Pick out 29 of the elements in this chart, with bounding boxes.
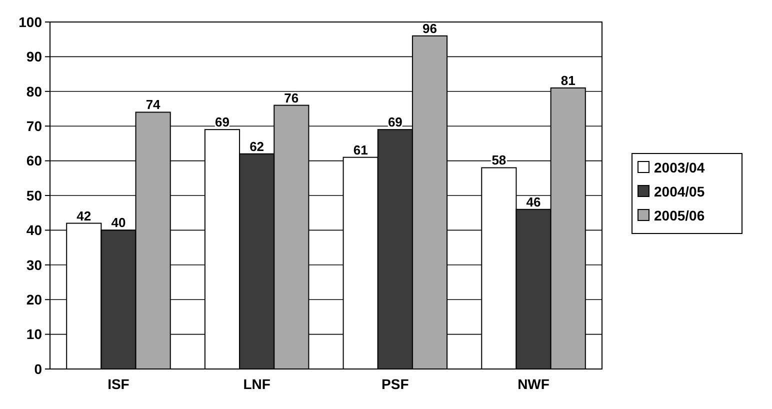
y-tick-label: 0 [34, 360, 42, 377]
y-tick-label: 70 [26, 118, 42, 134]
data-label: 69 [215, 114, 230, 130]
data-label: 46 [526, 194, 541, 210]
data-label: 96 [422, 20, 437, 36]
y-tick-label: 100 [18, 14, 42, 30]
data-label: 81 [560, 72, 576, 88]
y-tick-label: 90 [26, 48, 42, 65]
legend-label: 2003/04 [654, 159, 705, 176]
y-tick-label: 20 [26, 292, 42, 308]
data-label: 40 [111, 215, 126, 230]
data-label: 62 [250, 138, 264, 154]
x-tick-label: NWF [518, 376, 550, 392]
y-tick-label: 60 [26, 152, 42, 169]
legend-label: 2005/06 [654, 207, 705, 224]
data-label: 74 [146, 97, 162, 112]
y-tick-label: 30 [26, 256, 42, 273]
data-label: 76 [284, 90, 299, 106]
y-tick-label: 50 [26, 187, 42, 204]
data-label: 61 [353, 142, 368, 158]
x-tick-label: LNF [243, 376, 271, 392]
data-label: 42 [76, 208, 92, 224]
x-tick-label: PSF [382, 376, 410, 392]
y-tick-label: 80 [26, 83, 42, 100]
x-tick-label: ISF [108, 376, 130, 392]
y-tick-label: 40 [26, 222, 42, 238]
y-tick-label: 10 [26, 326, 42, 342]
legend-label: 2004/05 [654, 183, 705, 200]
data-label: 69 [388, 114, 402, 130]
